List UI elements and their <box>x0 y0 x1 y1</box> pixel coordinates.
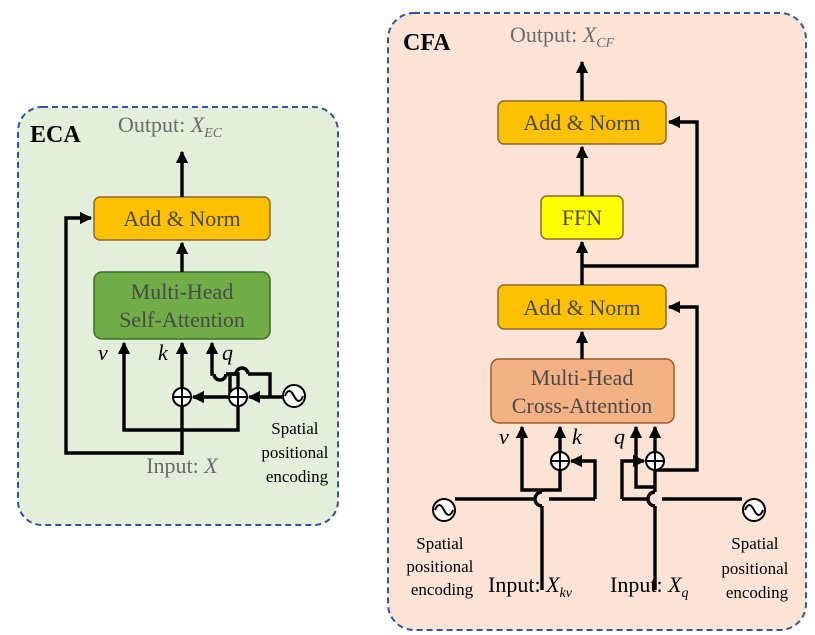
eca-k-label: k <box>158 340 169 365</box>
cfa-cross-attention-box: Multi-Head Cross-Attention <box>490 358 675 424</box>
cfa-ffn-box: FFN <box>540 195 624 240</box>
cfa-plus-k <box>550 451 570 471</box>
cfa-add-norm-top-box: Add & Norm <box>497 100 667 145</box>
svg-text:Multi-Head: Multi-Head <box>131 279 234 304</box>
cfa-q-label: q <box>614 424 625 449</box>
eca-wires <box>64 150 282 455</box>
cfa-plus-q <box>645 451 665 471</box>
svg-text:FFN: FFN <box>562 205 602 230</box>
eca-plus-q <box>228 387 248 407</box>
svg-text:Add & Norm: Add & Norm <box>523 110 640 135</box>
cfa-k-label: k <box>572 424 583 449</box>
eca-sine-wave-icon <box>282 384 306 408</box>
eca-output-label: Output: XEC <box>118 112 223 141</box>
cfa-output-label: Output: XCF <box>510 22 615 51</box>
cfa-left-sine-wave-icon <box>432 498 456 522</box>
eca-self-attention-box: Multi-Head Self-Attention <box>93 271 271 340</box>
cfa-add-norm-mid-box: Add & Norm <box>497 284 667 330</box>
eca-v-label: v <box>98 340 108 365</box>
cfa-right-sine-wave-icon <box>742 498 766 522</box>
cfa-wires <box>455 60 742 590</box>
svg-text:Self-Attention: Self-Attention <box>119 307 245 332</box>
cfa-left-spe-label: Spatial positional encoding <box>406 534 477 599</box>
eca-panel: ECA Output: XEC Add & Norm Multi-Head Se… <box>17 106 339 526</box>
svg-text:Add & Norm: Add & Norm <box>123 206 240 231</box>
eca-q-label: q <box>222 340 233 365</box>
cfa-panel: CFA Output: XCF Add & Norm FFN Add & Nor… <box>387 12 807 631</box>
cfa-v-label: v <box>499 424 509 449</box>
eca-add-norm-box: Add & Norm <box>93 196 271 241</box>
svg-text:Cross-Attention: Cross-Attention <box>512 393 653 418</box>
eca-input-label: Input: X <box>146 453 219 478</box>
eca-spe-label: Spatial positional encoding <box>261 419 332 486</box>
cfa-input-q-label: Input: Xq <box>610 572 689 601</box>
eca-plus-k <box>172 387 192 407</box>
cfa-right-spe-label: Spatial positional encoding <box>721 534 792 602</box>
cfa-input-kv-label: Input: Xkv <box>488 572 573 601</box>
cfa-title: CFA <box>403 30 451 56</box>
svg-text:Add & Norm: Add & Norm <box>523 295 640 320</box>
eca-title: ECA <box>30 122 81 148</box>
svg-text:Multi-Head: Multi-Head <box>531 365 634 390</box>
